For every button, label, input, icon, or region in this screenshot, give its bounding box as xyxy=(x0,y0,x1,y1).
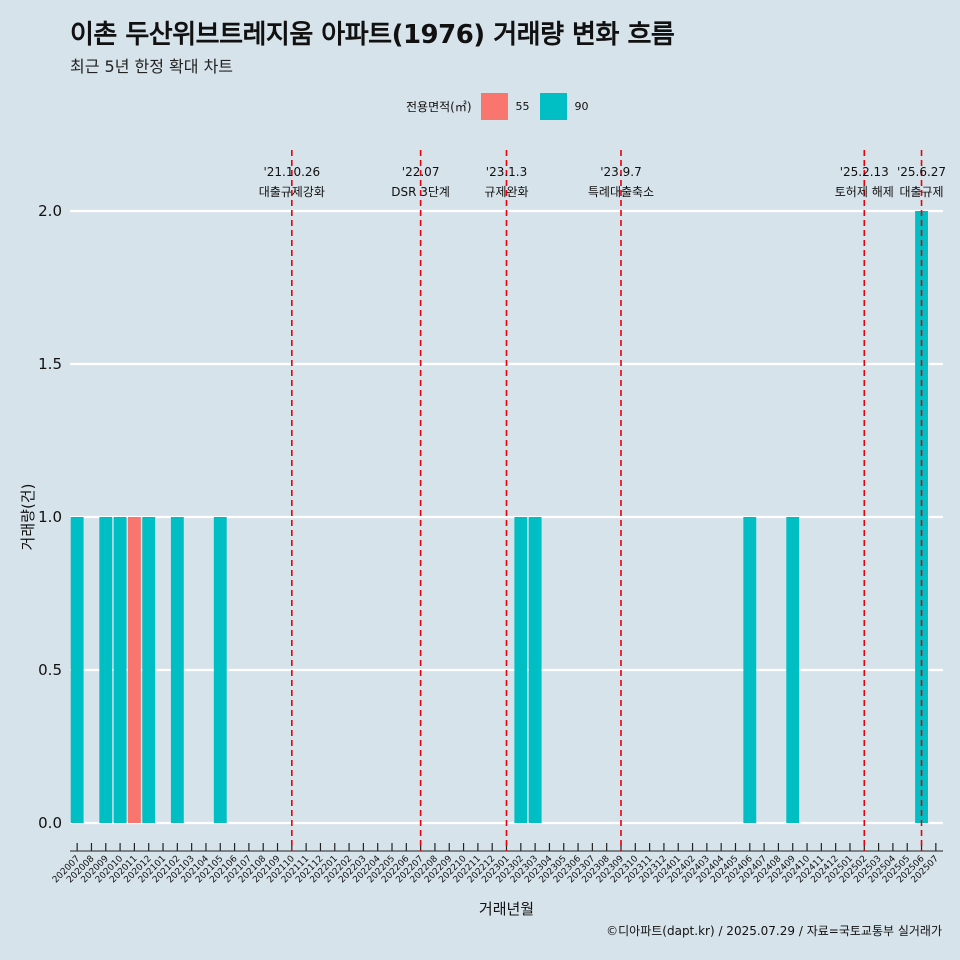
bar-55-202011 xyxy=(127,517,141,823)
event-date: '23.9.7 xyxy=(600,165,641,179)
y-axis-title: 거래량(건) xyxy=(19,484,37,551)
bar-90-202303 xyxy=(528,517,542,823)
bar-90-202409 xyxy=(786,517,800,823)
bar-90-202009 xyxy=(99,517,113,823)
y-tick-label: 0.0 xyxy=(38,814,62,832)
event-date: '23.1.3 xyxy=(486,165,527,179)
bar-90-202302 xyxy=(514,517,528,823)
y-tick-label: 1.5 xyxy=(38,355,62,373)
bar-90-202012 xyxy=(142,517,156,823)
event-label: 대출규제강화 xyxy=(259,185,325,199)
legend-label-90: 90 xyxy=(574,100,589,113)
event-label: 토허제 해제 xyxy=(835,185,894,199)
bar-90-202102 xyxy=(170,517,184,823)
y-tick-label: 1.0 xyxy=(38,508,62,526)
chart-title: 이촌 두산위브트레지움 아파트(1976) 거래량 변화 흐름 xyxy=(70,20,675,50)
chart-caption: ©디아파트(dapt.kr) / 2025.07.29 / 자료=국토교통부 실… xyxy=(606,924,942,938)
event-label: 특례대출축소 xyxy=(588,185,654,199)
legend-key-90 xyxy=(539,93,567,120)
event-date: '21.10.26 xyxy=(263,165,320,179)
legend-title: 전용면적(㎡) xyxy=(406,100,472,114)
y-tick-label: 0.5 xyxy=(38,661,62,679)
bar-90-202007 xyxy=(70,517,84,823)
x-axis-title: 거래년월 xyxy=(479,900,534,918)
event-date: '25.6.27 xyxy=(897,165,946,179)
bar-90-202406 xyxy=(743,517,757,823)
chart-subtitle: 최근 5년 한정 확대 차트 xyxy=(70,57,234,76)
bar-90-202105 xyxy=(213,517,227,823)
event-label: 규제완화 xyxy=(484,185,528,199)
bar-90-202010 xyxy=(113,517,127,823)
legend-key-55 xyxy=(480,93,508,120)
legend: 전용면적(㎡) 55 90 xyxy=(406,93,599,120)
event-label: 대출규제 xyxy=(899,185,943,199)
event-label: DSR 3단계 xyxy=(391,185,450,199)
event-date: '25.2.13 xyxy=(840,165,889,179)
y-tick-label: 2.0 xyxy=(38,202,62,220)
legend-label-55: 55 xyxy=(515,100,530,113)
bar-90-202506 xyxy=(915,211,928,823)
event-date: '22.07 xyxy=(402,165,440,179)
